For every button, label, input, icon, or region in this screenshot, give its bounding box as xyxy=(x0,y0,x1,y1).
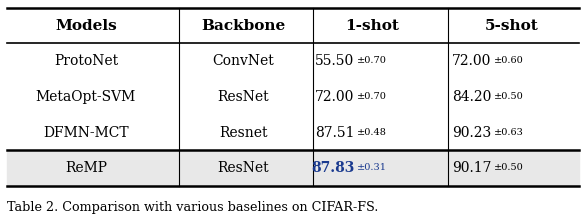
Text: Backbone: Backbone xyxy=(202,18,285,32)
Text: ±0.50: ±0.50 xyxy=(494,163,524,172)
Text: 84.20: 84.20 xyxy=(452,90,491,104)
Text: ±0.48: ±0.48 xyxy=(357,128,387,137)
Text: 5-shot: 5-shot xyxy=(485,18,539,32)
Text: ResNet: ResNet xyxy=(217,161,269,175)
Text: ±0.50: ±0.50 xyxy=(494,92,524,101)
Text: 87.83: 87.83 xyxy=(311,161,355,175)
Text: ±0.31: ±0.31 xyxy=(357,163,387,172)
Text: MetaOpt-SVM: MetaOpt-SVM xyxy=(36,90,136,104)
Text: 72.00: 72.00 xyxy=(315,90,355,104)
Text: 55.50: 55.50 xyxy=(315,54,355,68)
Text: 90.17: 90.17 xyxy=(452,161,491,175)
Text: 90.23: 90.23 xyxy=(452,126,491,140)
Text: Models: Models xyxy=(55,18,117,32)
Text: 87.51: 87.51 xyxy=(315,126,355,140)
Text: ±0.70: ±0.70 xyxy=(357,56,387,65)
Text: ±0.70: ±0.70 xyxy=(357,92,387,101)
Text: ResNet: ResNet xyxy=(217,90,269,104)
Text: ±0.60: ±0.60 xyxy=(494,56,524,65)
Bar xyxy=(7,151,579,186)
Text: ±0.63: ±0.63 xyxy=(494,128,524,137)
Text: ProtoNet: ProtoNet xyxy=(54,54,118,68)
Text: 72.00: 72.00 xyxy=(452,54,491,68)
Text: DFMN-MCT: DFMN-MCT xyxy=(43,126,129,140)
Text: ReMP: ReMP xyxy=(65,161,107,175)
Text: Resnet: Resnet xyxy=(219,126,268,140)
Text: Table 2. Comparison with various baselines on CIFAR-FS.: Table 2. Comparison with various baselin… xyxy=(7,201,379,214)
Text: ConvNet: ConvNet xyxy=(213,54,274,68)
Text: 1-shot: 1-shot xyxy=(345,18,398,32)
